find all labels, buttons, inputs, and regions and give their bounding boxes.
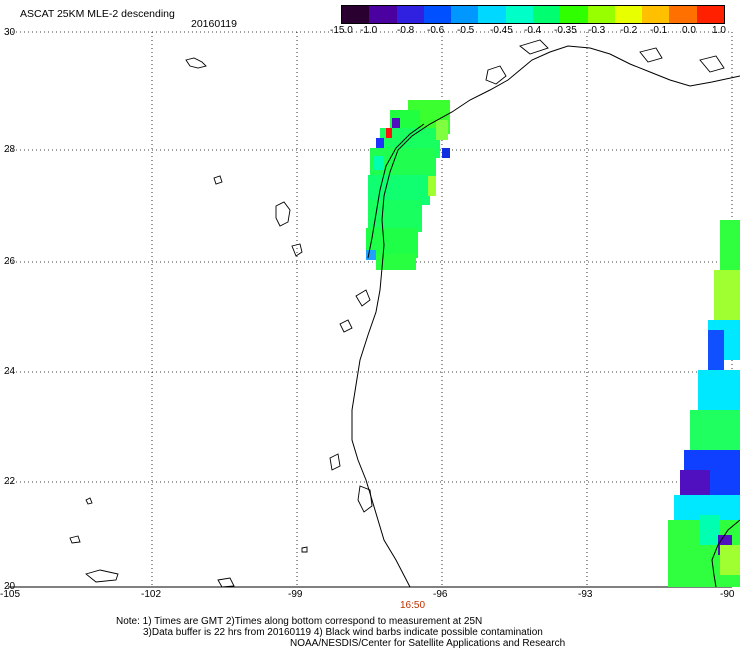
colorbar-segment xyxy=(696,6,724,23)
colorbar-segment xyxy=(505,6,533,23)
lat-label: 20 xyxy=(4,581,16,592)
colorbar-label: -0.8 xyxy=(397,25,415,36)
colorbar-label: -0.2 xyxy=(620,25,638,36)
product-title: ASCAT 25KM MLE-2 descending xyxy=(20,8,175,20)
colorbar-label: -0.4 xyxy=(524,25,542,36)
colorbar-segment xyxy=(587,6,615,23)
colorbar-label: -0.45 xyxy=(490,25,513,36)
lon-label: -90 xyxy=(720,589,735,600)
colorbar-label: -1.0 xyxy=(360,25,378,36)
colorbar-segment xyxy=(642,6,670,23)
colorbar-segment xyxy=(369,6,397,23)
colorbar-label: -0.5 xyxy=(457,25,475,36)
colorbar-segment xyxy=(396,6,424,23)
coastline xyxy=(351,45,740,588)
colorbar-label: 1.0 xyxy=(712,25,726,36)
colorbar-segment xyxy=(614,6,643,23)
graticule xyxy=(8,31,733,587)
colorbar-label: 0.0 xyxy=(682,25,696,36)
product-date: 20160119 xyxy=(191,18,237,30)
lat-label: 22 xyxy=(4,476,16,487)
colorbar-label: -0.1 xyxy=(650,25,668,36)
note-line-2: 3)Data buffer is 22 hrs from 20160119 4)… xyxy=(143,627,543,638)
swath-eastern-gulf xyxy=(668,220,740,587)
eastern-coastline xyxy=(711,519,740,588)
lon-label: -102 xyxy=(141,589,162,600)
colorbar-segment xyxy=(423,6,452,23)
colorbar-label: -0.6 xyxy=(427,25,445,36)
colorbar-segment xyxy=(669,6,697,23)
lon-label: -93 xyxy=(578,589,593,600)
lat-label: 24 xyxy=(4,366,16,377)
colorbar-label: -15.0 xyxy=(330,25,353,36)
barrier-island xyxy=(367,123,425,259)
colorbar-segment xyxy=(560,6,588,23)
colorbar-label: -0.35 xyxy=(554,25,577,36)
lon-label: -96 xyxy=(433,589,448,600)
colorbar-label: -0.3 xyxy=(588,25,606,36)
colorbar-segment xyxy=(532,6,561,23)
colorbar-segment xyxy=(451,6,479,23)
lat-label: 28 xyxy=(4,144,16,155)
time-label: 16:50 xyxy=(400,600,426,611)
lat-label: 26 xyxy=(4,256,16,267)
note-line-3: NOAA/NESDIS/Center for Satellite Applica… xyxy=(290,638,566,649)
lon-label: -105 xyxy=(0,589,21,600)
lon-label: -99 xyxy=(288,589,303,600)
inland-lakes xyxy=(69,39,725,588)
swath-texas xyxy=(366,100,450,270)
colorbar-segment xyxy=(478,6,506,23)
lat-label: 30 xyxy=(4,27,16,38)
colorbar xyxy=(341,5,725,24)
colorbar-segment xyxy=(342,6,370,23)
note-line-1: Note: 1) Times are GMT 2)Times along bot… xyxy=(116,616,483,627)
